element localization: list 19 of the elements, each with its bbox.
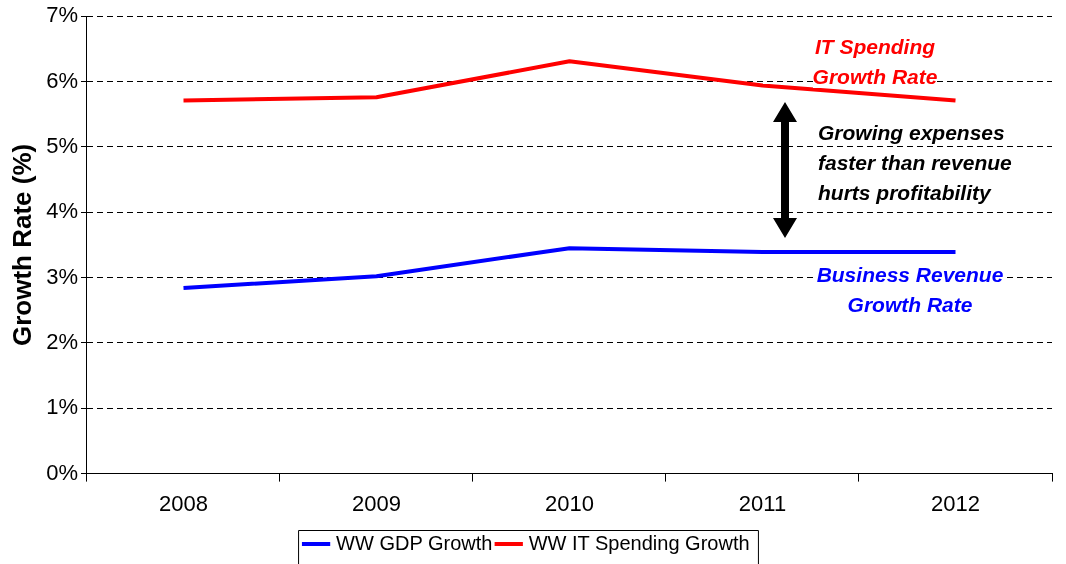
legend-label: WW IT Spending Growth	[528, 531, 750, 554]
x-tick-label: 2012	[931, 490, 980, 516]
y-tick-label: 2%	[46, 328, 78, 354]
y-tick-label: 7%	[46, 2, 78, 28]
y-axis-title: Growth Rate (%)	[6, 143, 37, 347]
x-tick-label: 2011	[738, 490, 787, 516]
annotation: Business Revenue Growth Rate	[816, 263, 1004, 316]
y-tick-label: 4%	[46, 198, 78, 224]
y-tick-label: 0%	[46, 459, 78, 485]
annotation: Growing expenses faster than revenue hurts profitability	[818, 121, 1012, 204]
y-tick-label: 1%	[46, 394, 78, 420]
y-tick-label: 3%	[46, 263, 78, 289]
x-tick-label: 2008	[159, 490, 208, 516]
y-tick-label: 6%	[46, 67, 78, 93]
y-tick-label: 5%	[46, 132, 78, 158]
annotation: IT Spending Growth Rate	[812, 35, 938, 88]
legend-label: WW GDP Growth	[336, 531, 493, 554]
x-tick-label: 2010	[545, 490, 594, 516]
x-tick-label: 2009	[352, 490, 401, 516]
